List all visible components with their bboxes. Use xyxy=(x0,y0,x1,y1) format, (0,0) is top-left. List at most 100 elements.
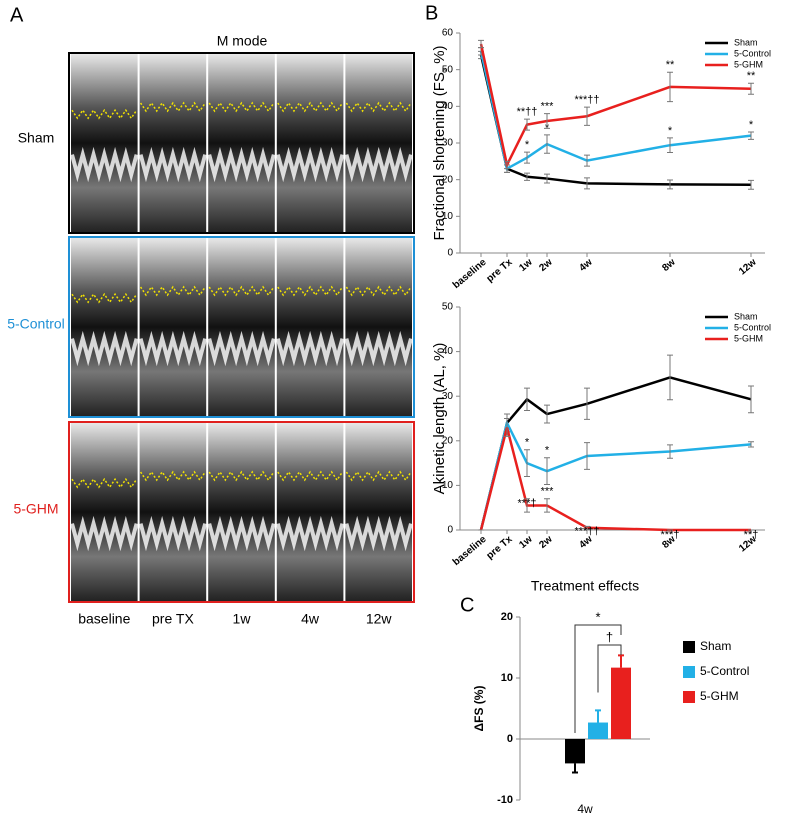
y-tick-label: 30 xyxy=(442,138,454,149)
wall-motion xyxy=(70,330,139,367)
significance: **†† xyxy=(517,106,538,118)
series-line xyxy=(479,43,752,169)
border-trace xyxy=(345,101,412,113)
echo-image xyxy=(139,238,207,416)
error-bar xyxy=(667,444,673,459)
error-bar xyxy=(618,654,624,668)
error-bar xyxy=(584,106,590,126)
border-trace xyxy=(71,292,138,304)
legend-label: Sham xyxy=(734,311,758,321)
y-axis-label: Akinetic length (AL, %) xyxy=(431,343,448,495)
y-tick-label: 40 xyxy=(442,101,454,112)
error-bar xyxy=(584,525,590,530)
significance: ***†† xyxy=(574,525,599,537)
x-tick-label: 1w xyxy=(517,534,534,551)
significance: * xyxy=(525,139,530,151)
error-bar xyxy=(478,39,484,49)
y-tick-label: 10 xyxy=(442,211,454,222)
x-tick-label: 2w xyxy=(537,534,554,551)
error-bar xyxy=(524,172,530,181)
row-frame xyxy=(68,421,415,603)
significance: * xyxy=(749,119,754,131)
comparison-label: * xyxy=(595,609,600,624)
error-bar xyxy=(544,457,550,486)
legend-label: Sham xyxy=(734,37,758,47)
panel-label: B xyxy=(425,2,438,24)
wall-motion xyxy=(275,146,345,183)
wall-motion xyxy=(207,515,276,552)
x-tick-label: 2w xyxy=(537,257,554,274)
error-bar xyxy=(544,498,550,513)
y-tick-label: 10 xyxy=(501,672,513,684)
echo-image xyxy=(139,423,207,601)
error-bar xyxy=(748,441,754,448)
border-trace xyxy=(139,285,206,297)
significance: * xyxy=(668,125,673,137)
column-label: baseline xyxy=(78,611,130,627)
comparison-label: † xyxy=(606,629,613,644)
error-bar xyxy=(748,385,754,414)
x-tick-label: baseline xyxy=(451,534,489,568)
wall-motion xyxy=(207,330,276,367)
row-label: 5-Control xyxy=(7,316,65,332)
y-axis-label: Fractional shortening (FS, %) xyxy=(431,45,448,240)
panel-label: C xyxy=(460,594,474,616)
error-bar xyxy=(667,354,673,401)
error-bar xyxy=(584,387,590,420)
border-trace xyxy=(71,108,138,120)
error-bar xyxy=(524,498,530,513)
significance: *** xyxy=(541,101,555,113)
wall-motion xyxy=(275,330,345,367)
y-tick-label: 60 xyxy=(442,28,454,39)
x-tick-label: 8w xyxy=(660,257,677,274)
border-trace xyxy=(208,101,275,113)
wall-motion xyxy=(207,146,276,183)
y-tick-label: 20 xyxy=(442,174,454,185)
series-line xyxy=(479,54,752,187)
row-label: Sham xyxy=(18,130,55,146)
row-frame xyxy=(68,52,415,234)
echo-image xyxy=(276,54,344,232)
legend-label: 5-Control xyxy=(734,48,771,58)
error-bar xyxy=(544,134,550,154)
error-bar xyxy=(584,442,590,470)
series-line xyxy=(479,427,751,532)
border-trace xyxy=(345,470,412,482)
y-tick-label: 0 xyxy=(507,733,513,745)
echo-image xyxy=(345,54,412,232)
comparison-bracket xyxy=(574,624,622,733)
border-trace xyxy=(71,477,138,489)
error-bar xyxy=(572,763,578,774)
legend-swatch xyxy=(683,641,695,653)
x-tick-label: 4w xyxy=(577,802,593,816)
legend-label: Sham xyxy=(700,639,731,653)
bar xyxy=(588,722,608,739)
x-tick-label: pre Tx xyxy=(485,534,515,562)
legend-label: 5-Control xyxy=(734,322,771,332)
significance: ** xyxy=(666,59,675,71)
legend-label: 5-GHM xyxy=(700,689,739,703)
y-tick-label: 20 xyxy=(442,435,454,446)
chart-title: Treatment effects xyxy=(531,578,639,594)
comparison-bracket xyxy=(597,644,622,693)
echo-image xyxy=(208,54,275,232)
bar xyxy=(565,739,585,764)
echo-image xyxy=(345,423,412,601)
error-bar xyxy=(595,709,601,723)
y-tick-label: -10 xyxy=(497,794,513,806)
y-tick-label: 0 xyxy=(447,525,453,536)
legend-label: 5-Control xyxy=(700,664,749,678)
wall-motion xyxy=(344,515,413,552)
column-label: pre TX xyxy=(152,611,194,627)
y-tick-label: 30 xyxy=(442,391,454,402)
y-tick-label: 50 xyxy=(442,64,454,75)
wall-motion xyxy=(138,146,208,183)
error-bar xyxy=(667,179,673,190)
echo-image xyxy=(345,238,412,416)
error-bar xyxy=(504,418,510,437)
column-label: 4w xyxy=(301,611,320,627)
row-frame xyxy=(68,236,415,418)
echo-image xyxy=(208,238,275,416)
bar xyxy=(611,667,631,739)
echo-image xyxy=(208,423,275,601)
